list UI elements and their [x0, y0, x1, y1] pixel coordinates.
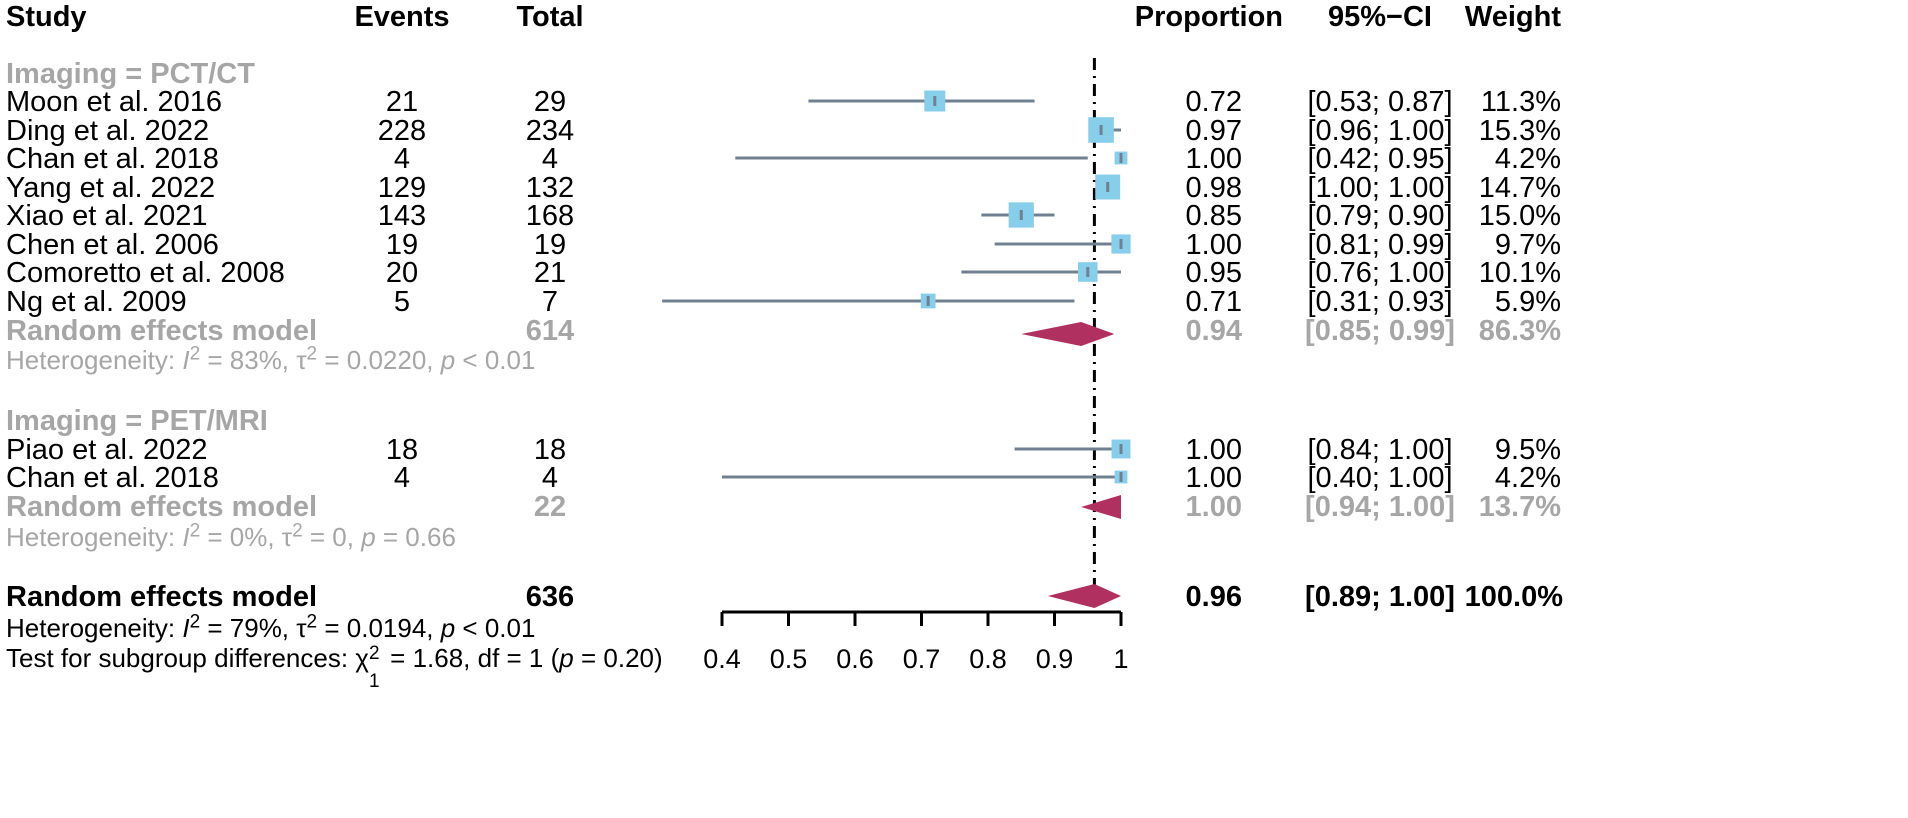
model-total: 614: [525, 315, 575, 347]
overall-heterogeneity-text: Heterogeneity: I2 = 79%, τ2 = 0.0194, p …: [6, 611, 536, 643]
overall-proportion: 0.96: [1185, 581, 1242, 613]
study-name: Yang et al. 2022: [6, 172, 216, 204]
study-name: Xiao et al. 2021: [6, 200, 208, 232]
pooled-diamond: [1081, 495, 1121, 519]
study-weight: 9.7%: [1494, 229, 1561, 261]
model-weight: 13.7%: [1478, 491, 1561, 523]
study-proportion: 0.98: [1185, 172, 1242, 204]
x-tick-label: 1: [1113, 644, 1128, 674]
header-study: Study: [6, 1, 87, 33]
study-name: Chan et al. 2018: [6, 143, 219, 175]
model-ci: [0.94; 1.00]: [1305, 491, 1455, 523]
study-ci: [0.42; 0.95]: [1307, 143, 1453, 175]
model-total: 22: [533, 491, 567, 523]
heterogeneity-text: Heterogeneity: I2 = 83%, τ2 = 0.0220, p …: [6, 343, 536, 375]
study-ci: [0.40; 1.00]: [1307, 462, 1453, 494]
study-ci: [0.53; 0.87]: [1307, 86, 1453, 118]
study-total: 29: [533, 86, 567, 118]
group-label: Imaging = PCT/CT: [6, 58, 255, 90]
overall-ci: [0.89; 1.00]: [1305, 581, 1455, 613]
study-weight: 14.7%: [1478, 172, 1561, 204]
study-ci: [0.84; 1.00]: [1307, 434, 1453, 466]
study-events: 228: [377, 115, 427, 147]
study-proportion: 1.00: [1185, 434, 1242, 466]
model-proportion: 1.00: [1185, 491, 1242, 523]
study-total: 4: [541, 143, 559, 175]
study-name: Moon et al. 2016: [6, 86, 223, 118]
study-name: Chan et al. 2018: [6, 462, 219, 494]
study-events: 4: [393, 143, 411, 175]
study-events: 129: [377, 172, 427, 204]
study-ci: [0.81; 0.99]: [1307, 229, 1453, 261]
study-weight: 5.9%: [1494, 286, 1561, 318]
study-proportion: 0.71: [1185, 286, 1242, 318]
study-weight: 10.1%: [1478, 257, 1561, 289]
header-total: Total: [516, 1, 584, 33]
group-label: Imaging = PET/MRI: [6, 405, 268, 437]
study-ci: [0.96; 1.00]: [1307, 115, 1453, 147]
study-name: Comoretto et al. 2008: [6, 257, 285, 289]
study-ci: [0.79; 0.90]: [1307, 200, 1453, 232]
overall-label: Random effects model: [6, 581, 317, 613]
study-ci: [1.00; 1.00]: [1307, 172, 1453, 204]
x-tick-label: 0.5: [770, 644, 808, 674]
model-label: Random effects model: [6, 491, 317, 523]
model-label: Random effects model: [6, 315, 317, 347]
study-weight: 4.2%: [1494, 143, 1561, 175]
header-events: Events: [354, 1, 450, 33]
x-tick-label: 0.6: [836, 644, 874, 674]
study-name: Chen et al. 2006: [6, 229, 219, 261]
study-events: 20: [385, 257, 419, 289]
study-total: 21: [533, 257, 567, 289]
study-proportion: 1.00: [1185, 462, 1242, 494]
pooled-diamond: [1021, 322, 1115, 346]
study-name: Piao et al. 2022: [6, 434, 208, 466]
model-weight: 86.3%: [1478, 315, 1561, 347]
study-events: 143: [377, 200, 427, 232]
study-proportion: 1.00: [1185, 143, 1242, 175]
header-weight: Weight: [1464, 1, 1561, 33]
study-total: 132: [525, 172, 575, 204]
study-name: Ng et al. 2009: [6, 286, 187, 318]
header-ci: 95%−CI: [1328, 1, 1432, 33]
x-tick-label: 0.8: [969, 644, 1007, 674]
header-proportion: Proportion: [1134, 1, 1283, 33]
overall-total: 636: [525, 581, 575, 613]
study-events: 4: [393, 462, 411, 494]
study-events: 5: [393, 286, 411, 318]
study-events: 19: [385, 229, 419, 261]
study-total: 4: [541, 462, 559, 494]
study-weight: 15.3%: [1478, 115, 1561, 147]
pooled-diamond: [1047, 584, 1121, 608]
heterogeneity-text: Heterogeneity: I2 = 0%, τ2 = 0, p = 0.66: [6, 520, 456, 552]
x-tick-label: 0.4: [703, 644, 741, 674]
model-proportion: 0.94: [1185, 315, 1242, 347]
study-total: 168: [525, 200, 575, 232]
study-events: 18: [385, 434, 419, 466]
study-name: Ding et al. 2022: [6, 115, 210, 147]
study-weight: 9.5%: [1494, 434, 1561, 466]
study-total: 18: [533, 434, 567, 466]
study-proportion: 0.95: [1185, 257, 1242, 289]
model-ci: [0.85; 0.99]: [1305, 315, 1455, 347]
x-tick-label: 0.7: [903, 644, 941, 674]
study-total: 7: [541, 286, 559, 318]
study-proportion: 0.97: [1185, 115, 1242, 147]
study-proportion: 1.00: [1185, 229, 1242, 261]
overall-weight: 100.0%: [1464, 581, 1563, 613]
study-ci: [0.76; 1.00]: [1307, 257, 1453, 289]
study-ci: [0.31; 0.93]: [1307, 286, 1453, 318]
study-proportion: 0.85: [1185, 200, 1242, 232]
study-weight: 4.2%: [1494, 462, 1561, 494]
study-weight: 15.0%: [1478, 200, 1561, 232]
study-proportion: 0.72: [1185, 86, 1242, 118]
study-total: 234: [525, 115, 575, 147]
study-events: 21: [385, 86, 419, 118]
study-weight: 11.3%: [1480, 86, 1561, 118]
study-total: 19: [533, 229, 567, 261]
x-tick-label: 0.9: [1036, 644, 1074, 674]
